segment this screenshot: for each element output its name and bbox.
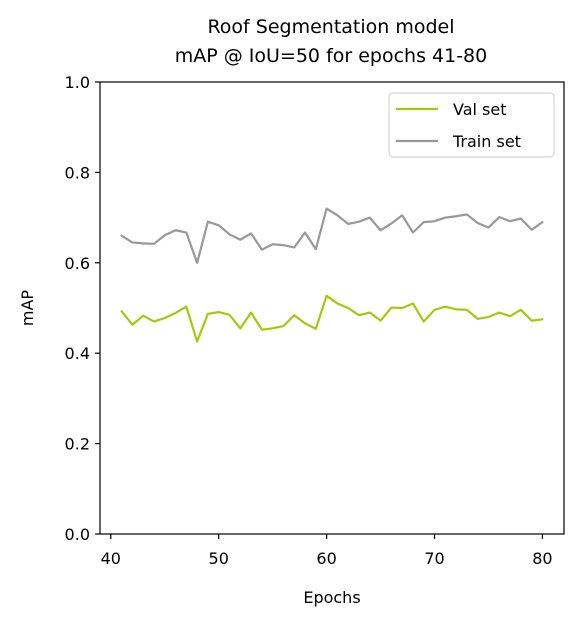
legend: Val set Train set <box>388 92 555 158</box>
x-tick-label: 40 <box>101 549 121 568</box>
x-tick-label: 70 <box>424 549 444 568</box>
y-tick-label: 0.4 <box>65 344 90 363</box>
x-tick-label: 60 <box>316 549 336 568</box>
legend-label-val-set: Val set <box>453 100 507 119</box>
y-tick-label: 0.6 <box>65 254 90 273</box>
chart-title-line-2: mAP @ IoU=50 for epochs 41-80 <box>175 45 488 67</box>
axis-ticks: 40 50 60 70 80 0.0 0.2 0.4 0.6 0.8 1.0 <box>65 73 553 568</box>
y-tick-label: 0.0 <box>65 525 90 544</box>
y-tick-label: 0.8 <box>65 163 90 182</box>
series-line-val-set <box>120 294 544 343</box>
chart-title-line-1: Roof Segmentation model <box>207 16 454 38</box>
plot-frame <box>99 81 565 535</box>
series-line-train-set <box>120 207 544 264</box>
y-axis-label: mAP <box>18 290 37 327</box>
y-tick-label: 0.2 <box>65 435 90 454</box>
x-tick-label: 80 <box>532 549 552 568</box>
x-axis-label: Epochs <box>303 588 360 607</box>
x-tick-label: 50 <box>209 549 229 568</box>
legend-label-train-set: Train set <box>452 132 521 151</box>
y-tick-label: 1.0 <box>65 73 90 92</box>
plot-area <box>120 207 544 343</box>
